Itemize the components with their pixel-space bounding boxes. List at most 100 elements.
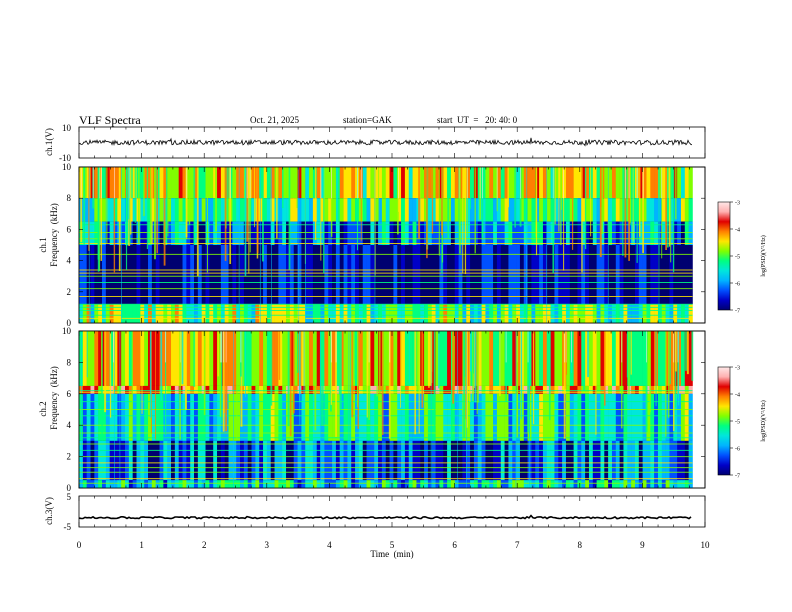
ch2-spec-cell: [516, 385, 521, 394]
ch1-spec-cell: [385, 304, 390, 323]
ch2-spec-cell: [132, 440, 137, 481]
ch2-spec-cell: [94, 480, 99, 488]
ch2-spec-cell: [573, 393, 578, 441]
ch2-spec-cell: [213, 480, 218, 488]
ch2-spec-ylabel: ch.2: [38, 401, 48, 416]
ch2-spec-cell: [243, 331, 249, 386]
ch1-waveform-line: [78, 137, 693, 147]
ch2-spec-cell: [366, 440, 371, 481]
ch2-spec-cell: [611, 385, 617, 394]
ch1-spec-cell: [301, 304, 306, 323]
ch2-spec-cell: [496, 393, 502, 441]
ch2-spec-cell: [98, 385, 103, 394]
ch1-spec-cell: [98, 221, 103, 245]
ch2-spec-cell: [531, 440, 536, 481]
ch1-spec-cell: [328, 198, 333, 222]
ch2-spec-cell: [473, 480, 479, 488]
ch2-spec-cell: [332, 480, 337, 488]
ch2-spec-cell: [535, 440, 540, 481]
ch1-spec-cell: [585, 304, 590, 323]
ch2-spec-cell: [194, 393, 199, 441]
ch2-spec-cell: [128, 480, 133, 488]
ch2-spec-cell: [374, 385, 379, 394]
ch2-spec-cell: [194, 385, 199, 394]
ch2-spec-cell: [335, 331, 341, 386]
ch1-spec-cell: [542, 245, 548, 305]
ch1-spec-cell: [565, 221, 571, 245]
ch1-spec-cell: [282, 221, 287, 245]
ch1-spec-cell: [431, 167, 436, 199]
ch2-spec-cell: [167, 393, 172, 441]
ch3-ytick-top: 5: [67, 492, 72, 502]
ch1-spec-cell: [569, 245, 574, 305]
ch2-spec-cell: [358, 480, 364, 488]
ch1-spec-cell: [286, 245, 291, 305]
ch1-spec-cell: [228, 304, 233, 323]
ch2-spec-cell: [105, 480, 110, 488]
ch3-ytick-bottom: -5: [64, 522, 72, 532]
ch1-spec-cell: [251, 167, 256, 199]
ch1-spec-cell: [343, 245, 348, 305]
ch2-spec-cell: [171, 480, 176, 488]
ch2-spec-cell: [508, 480, 513, 488]
ch1-spec-cell: [128, 245, 133, 305]
ch2-spec-cell: [435, 385, 440, 394]
ch2-spec-cell: [255, 331, 260, 386]
ch2-spec-cell: [213, 331, 218, 386]
ch2-spec-cell: [665, 480, 670, 488]
ch2-spec-cell: [489, 385, 494, 394]
ch1-spec-cell: [615, 304, 620, 323]
ch2-spec-cell: [240, 480, 245, 488]
ch2-spec-cell: [358, 385, 364, 394]
ch2-spec-cell: [305, 385, 310, 394]
ch2-spec-cell: [102, 331, 107, 386]
ch2-spec-cell: [680, 331, 686, 386]
ch2-spec-cell: [347, 393, 352, 441]
ch2-spec-cell: [102, 385, 107, 394]
ch1-spec-cell: [481, 198, 486, 222]
ch2-spec-cell: [351, 331, 356, 386]
ch2-spec-cell: [688, 480, 693, 488]
ch1-spec-cell: [132, 304, 137, 323]
ch2-spec-cell: [90, 393, 95, 441]
ch2-spec-cell: [516, 331, 521, 386]
ch2-spec-cell: [542, 331, 548, 386]
ch1-spec-cell: [381, 304, 387, 323]
ch1-spec-cell: [194, 221, 199, 245]
ch2-spec-cell: [600, 440, 605, 481]
ch2-spec-cell: [631, 385, 636, 394]
ch1-spec-cell: [171, 304, 176, 323]
ch1-spec-cell: [201, 167, 206, 199]
ch2-spec-cell: [274, 385, 279, 394]
ch1-spec-cell: [638, 245, 643, 305]
ch2-spec-cell: [217, 331, 222, 386]
colorbar-ch1-tick-label: -5: [735, 255, 740, 261]
ch2-spec-cell: [504, 393, 509, 441]
ch2-spec-cell: [144, 480, 149, 488]
ch1-spec-cell: [335, 167, 341, 199]
ch2-spec-cell: [657, 331, 663, 386]
ch1-spec-cell: [577, 221, 582, 245]
ch2-spec-cell: [301, 440, 306, 481]
ch1-spec-cell: [301, 245, 306, 305]
ch2-spec-cell: [278, 393, 283, 441]
ch2-spec-cell: [623, 480, 628, 488]
ch1-spec-cell: [389, 245, 394, 305]
x-tick-label: 6: [452, 540, 457, 550]
ch2-spec-cell: [109, 385, 114, 394]
ch1-spec-cell: [500, 245, 505, 305]
colorbar-ch2-tick-label: -5: [735, 420, 740, 426]
ch2-spec-cell: [228, 331, 233, 386]
ch1-spec-cell: [542, 198, 548, 222]
ch1-spec-cell: [374, 167, 379, 199]
ch1-spec-cell: [98, 198, 103, 222]
ch1-spec-cell: [573, 198, 578, 222]
ch1-spec-cell: [335, 245, 341, 305]
ch1-spec-cell: [577, 167, 582, 199]
ch2-spec-cell: [512, 393, 517, 441]
ch1-spec-cell: [489, 167, 494, 199]
ch1-spec-cell: [638, 221, 643, 245]
ch1-spec-cell: [680, 304, 686, 323]
ch2-spec-cell: [546, 393, 551, 441]
